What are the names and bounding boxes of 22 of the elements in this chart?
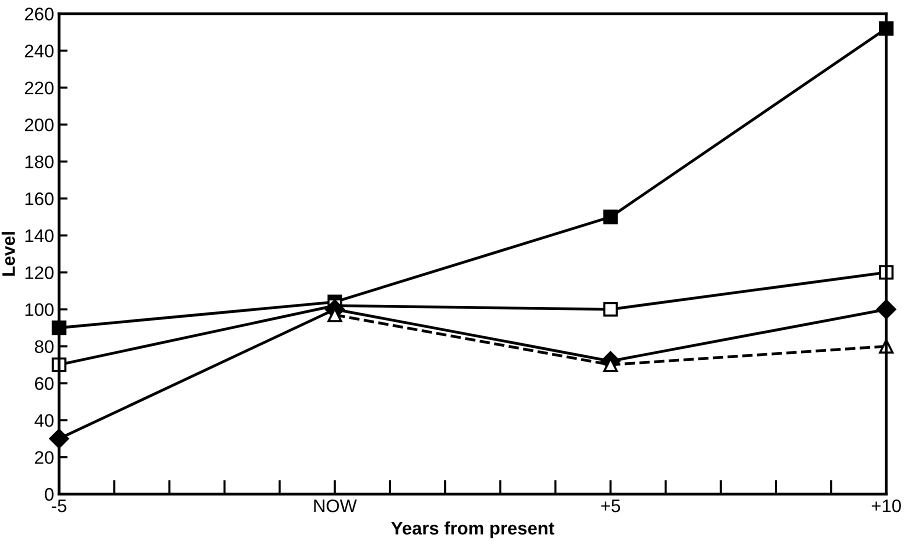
y-tick-label: 60 [35,377,54,390]
y-tick-label: 20 [35,451,54,464]
x-tick-label: -5 [52,500,66,512]
x-tick-label: +10 [872,499,901,512]
point [603,302,618,317]
y-tick-label: 220 [25,82,54,94]
y-tick-label: 260 [25,8,54,20]
y-axis-title: Level [2,232,15,276]
y-tick-label: 80 [34,340,54,354]
x-tick-label: NOW [314,499,357,512]
y-tick-label: 140 [25,229,54,242]
y-tick-label: 180 [25,155,54,168]
y-tick-label: 200 [25,118,54,132]
x-tick-label: +5 [601,500,620,512]
y-tick-label: 120 [25,266,54,280]
y-tick-label: 240 [25,44,54,58]
y-tick-label: 40 [34,414,54,427]
point [603,210,618,224]
x-axis-title: Years from present [391,521,554,538]
y-tick-label: 0 [44,488,54,501]
y-tick-label: 160 [25,192,54,206]
y-tick-label: 100 [25,303,54,316]
